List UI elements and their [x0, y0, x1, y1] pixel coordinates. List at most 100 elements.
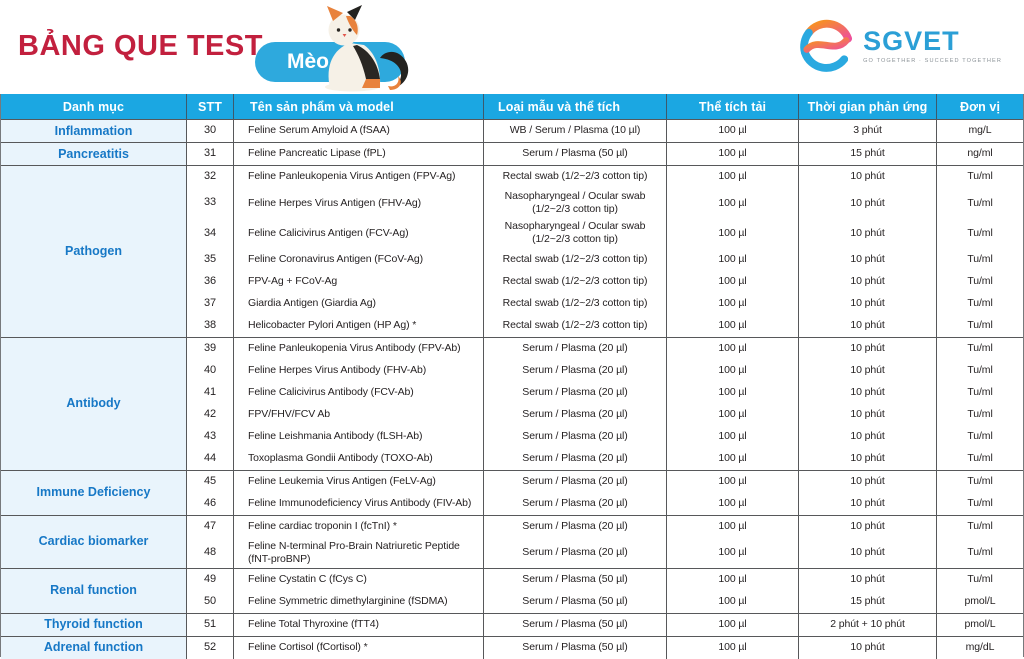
cell-sample: Rectal swab (1/2~2/3 cotton tip) [483, 314, 666, 337]
sgvet-tagline: GO TOGETHER · SUCCEED TOGETHER [863, 57, 1002, 64]
cell-stt: 42 [186, 403, 233, 426]
cell-stt: 32 [186, 166, 233, 188]
table-row: 36 FPV-Ag + FCoV-Ag Rectal swab (1/2~2/3 c… [186, 270, 1023, 293]
cell-load: 100 µl [666, 337, 798, 360]
header-stt: STT [186, 94, 233, 119]
cell-load: 100 µl [666, 270, 798, 293]
table-row: 41 Feline Calicivirus Antibody (FCV-Ab) Se… [186, 381, 1023, 404]
cell-sample: Nasopharyngeal / Ocular swab (1/2~2/3 co… [483, 218, 666, 249]
cell-load: 100 µl [666, 636, 798, 659]
table-row: 51 Feline Total Thyroxine (fTT4) Serum / P… [186, 613, 1023, 636]
cell-sample: WB / Serum / Plasma (10 µl) [483, 120, 666, 142]
cell-unit: Tu/ml [936, 270, 1023, 293]
category-cell: Inflammation [1, 120, 186, 142]
header-ten-san-pham: Tên sản phẩm và model [233, 94, 483, 119]
table-row: 34 Feline Calicivirus Antigen (FCV-Ag) Nas… [186, 218, 1023, 249]
cell-load: 100 µl [666, 120, 798, 142]
sgvet-logo-text: SGVET [863, 25, 960, 56]
cell-sample: Serum / Plasma (50 µl) [483, 143, 666, 165]
cell-unit: Tu/ml [936, 314, 1023, 337]
header-danh-muc: Danh mục [62, 99, 125, 114]
cell-product: Feline Herpes Virus Antibody (FHV-Ab) [233, 359, 483, 382]
cell-load: 100 µl [666, 248, 798, 271]
cell-unit: Tu/ml [936, 188, 1023, 219]
cell-product: FPV-Ag + FCoV-Ag [233, 270, 483, 293]
cell-stt: 38 [186, 314, 233, 337]
cell-load: 100 µl [666, 447, 798, 470]
cell-product: Feline Immunodeficiency Virus Antibody (… [233, 492, 483, 515]
category-group: Inflammation 30 Feline Serum Amyloid A (fS… [1, 119, 1023, 142]
cell-load: 100 µl [666, 492, 798, 515]
cell-product: Feline Cortisol (fCortisol) * [233, 636, 483, 659]
category-rows: 39 Feline Panleukopenia Virus Antibody (F… [186, 337, 1023, 470]
table-row: 33 Feline Herpes Virus Antigen (FHV-Ag) Na… [186, 188, 1023, 219]
category-cell: Antibody [1, 337, 186, 470]
cell-unit: Tu/ml [936, 470, 1023, 493]
cell-product: Feline N-terminal Pro-Brain Natriuretic … [233, 537, 483, 568]
table-row: 43 Feline Leishmania Antibody (fLSH-Ab) Se… [186, 425, 1023, 448]
sgvet-logo: SGVET GO TOGETHER · SUCCEED TOGETHER [799, 18, 1002, 73]
table-row: 42 FPV/FHV/FCV Ab Serum / Plasma (20 µl) 10… [186, 403, 1023, 426]
category-rows: 32 Feline Panleukopenia Virus Antigen (FP… [186, 166, 1023, 337]
cell-load: 100 µl [666, 143, 798, 165]
cell-stt: 30 [186, 120, 233, 142]
category-group: Adrenal function 52 Feline Cortisol (fCort… [1, 635, 1023, 659]
cell-stt: 33 [186, 188, 233, 219]
cell-stt: 31 [186, 143, 233, 165]
cell-unit: Tu/ml [936, 492, 1023, 515]
sgvet-logo-icon [800, 19, 853, 72]
category-rows: 47 Feline cardiac troponin I (fcTnI) * Ser… [186, 515, 1023, 568]
category-rows: 49 Feline Cystatin C (fCys C) Serum / Plas… [186, 568, 1023, 613]
table-row: 45 Feline Leukemia Virus Antigen (FeLV-Ag… [186, 470, 1023, 493]
cell-stt: 35 [186, 248, 233, 271]
cell-time: 10 phút [798, 470, 936, 493]
test-strip-table: Danh mục STT Tên sản phẩm và model Loại … [0, 94, 1024, 659]
cell-sample: Serum / Plasma (20 µl) [483, 492, 666, 515]
cell-sample: Nasopharyngeal / Ocular swab (1/2~2/3 co… [483, 188, 666, 219]
cell-stt: 50 [186, 590, 233, 613]
cell-sample: Serum / Plasma (20 µl) [483, 537, 666, 568]
cell-time: 10 phút [798, 166, 936, 188]
cell-sample: Serum / Plasma (50 µl) [483, 568, 666, 591]
cell-load: 100 µl [666, 166, 798, 188]
cell-product: Giardia Antigen (Giardia Ag) [233, 292, 483, 315]
cell-load: 100 µl [666, 590, 798, 613]
cell-stt: 39 [186, 337, 233, 360]
cell-time: 10 phút [798, 492, 936, 515]
cell-sample: Serum / Plasma (20 µl) [483, 381, 666, 404]
cell-time: 10 phút [798, 568, 936, 591]
cell-load: 100 µl [666, 314, 798, 337]
cell-unit: Tu/ml [936, 381, 1023, 404]
cell-unit: Tu/ml [936, 568, 1023, 591]
category-group: Pathogen 32 Feline Panleukopenia Virus Ant… [1, 165, 1023, 337]
cell-stt: 47 [186, 515, 233, 538]
category-group: Antibody 39 Feline Panleukopenia Virus Ant… [1, 336, 1023, 470]
cell-sample: Serum / Plasma (20 µl) [483, 515, 666, 538]
cell-time: 10 phút [798, 515, 936, 538]
cell-product: Toxoplasma Gondii Antibody (TOXO-Ab) [233, 447, 483, 470]
category-cell: Thyroid function [1, 613, 186, 636]
cell-time: 10 phút [798, 636, 936, 659]
cell-unit: Tu/ml [936, 218, 1023, 249]
cell-product: Feline Leukemia Virus Antigen (FeLV-Ag) [233, 470, 483, 493]
category-cell: Immune Deficiency [1, 470, 186, 515]
table-row: 49 Feline Cystatin C (fCys C) Serum / Plas… [186, 568, 1023, 591]
cell-product: Feline Herpes Virus Antigen (FHV-Ag) [233, 188, 483, 219]
cell-time: 10 phút [798, 403, 936, 426]
cell-product: Feline Calicivirus Antigen (FCV-Ag) [233, 218, 483, 249]
cell-unit: Tu/ml [936, 425, 1023, 448]
cell-unit: Tu/ml [936, 515, 1023, 538]
category-group: Cardiac biomarker 47 Feline cardiac tropon… [1, 514, 1023, 568]
cell-load: 100 µl [666, 470, 798, 493]
cell-time: 10 phút [798, 188, 936, 219]
cat-illustration-icon [300, 4, 410, 92]
cell-load: 100 µl [666, 537, 798, 568]
cell-stt: 48 [186, 537, 233, 568]
cell-product: Feline Panleukopenia Virus Antigen (FPV-… [233, 166, 483, 188]
cell-load: 100 µl [666, 218, 798, 249]
cell-stt: 40 [186, 359, 233, 382]
cell-product: Helicobacter Pylori Antigen (HP Ag) * [233, 314, 483, 337]
table-row: 39 Feline Panleukopenia Virus Antibody (F… [186, 337, 1023, 360]
cell-time: 2 phút + 10 phút [798, 613, 936, 636]
header-loai-mau: Loại mẫu và thể tích [483, 94, 666, 119]
